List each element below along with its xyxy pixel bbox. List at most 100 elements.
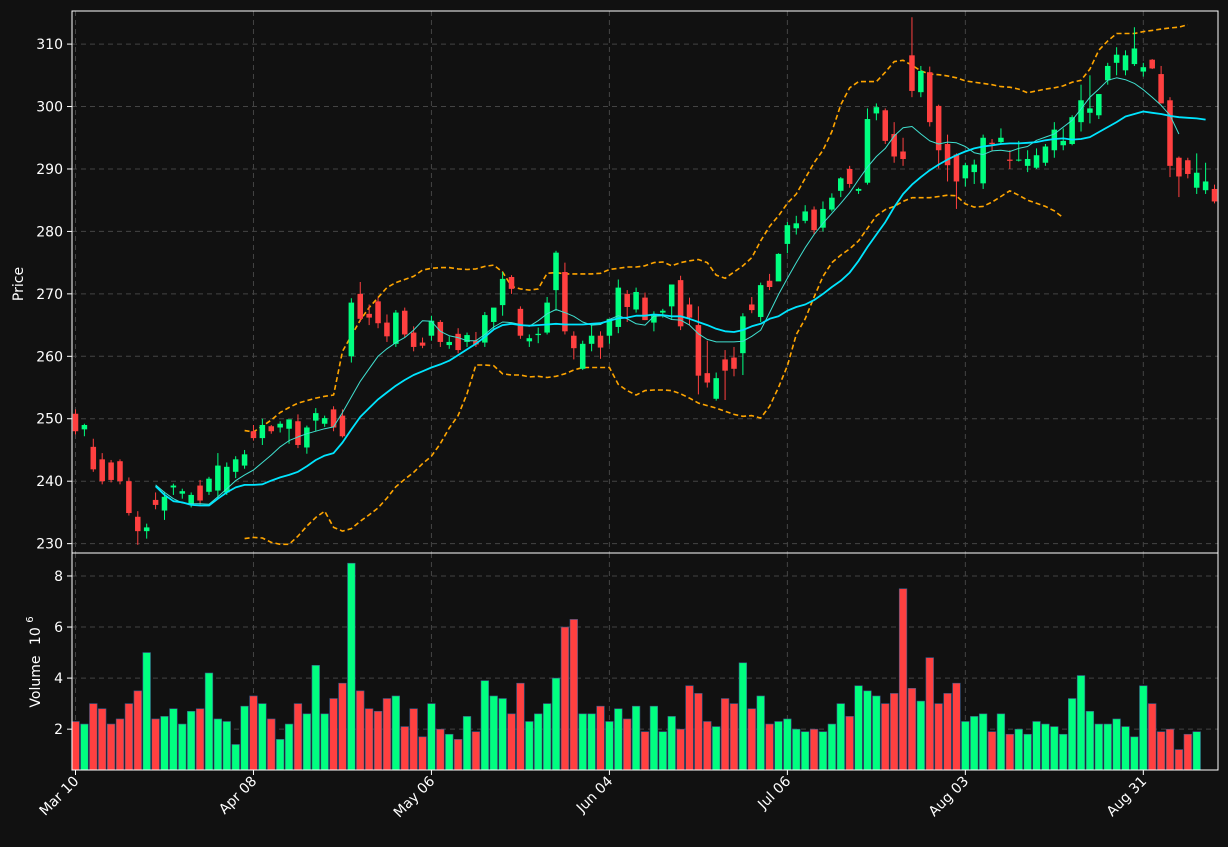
candle-down <box>686 304 693 318</box>
candle-up <box>757 285 764 317</box>
volume-bar-up <box>996 713 1006 771</box>
candle-up <box>660 310 666 313</box>
candle-down <box>419 342 426 346</box>
volume-bar-up <box>525 721 534 771</box>
volume-axis-label: Volume 10 6 <box>25 616 44 707</box>
candle-down <box>455 333 461 351</box>
volume-bar-up <box>347 562 356 771</box>
volume-bar-up <box>872 695 881 771</box>
volume-bar-up <box>605 721 614 771</box>
volume-bar-up <box>1067 698 1077 771</box>
candle-up <box>1140 67 1147 72</box>
volume-bar-up <box>916 700 925 771</box>
candle-up <box>446 341 452 346</box>
volume-bar-up <box>1023 733 1032 771</box>
candle-down <box>562 272 568 332</box>
candle-down <box>410 332 417 347</box>
volume-bar-down <box>400 726 409 771</box>
volume-bar-down <box>694 693 703 771</box>
fast-moving-average-line <box>155 77 1180 505</box>
volume-bar-up <box>578 713 587 771</box>
volume-bar-down <box>943 693 952 771</box>
candle-down <box>99 459 105 482</box>
volume-bar-up <box>649 705 659 771</box>
candle-up <box>259 424 266 439</box>
volume-axis: 2 4 6 8 <box>54 569 72 738</box>
candle-down <box>135 516 141 532</box>
price-series-layer <box>72 17 1218 546</box>
candle-up <box>1078 100 1084 123</box>
volume-bar-up <box>961 721 970 771</box>
volume-bar-up <box>863 690 872 771</box>
volume-bar-down <box>454 739 463 771</box>
volume-bar-up <box>738 662 748 771</box>
volume-bar-down <box>890 693 899 771</box>
volume-bar-up <box>204 672 214 771</box>
volume-bar-down <box>898 588 908 771</box>
volume-bar-up <box>427 703 436 771</box>
volume-bar-down <box>623 718 632 771</box>
candle-up <box>918 70 924 93</box>
volume-bar-up <box>1014 728 1023 771</box>
volume-bar-up <box>80 723 89 771</box>
volume-bar-up <box>551 677 561 771</box>
volume-axis-multiplier: 10 <box>28 627 44 645</box>
candle-up <box>206 478 212 492</box>
volume-bar-up <box>160 716 169 771</box>
volume-bar-up <box>667 716 676 771</box>
volume-bar-down <box>106 723 116 771</box>
volume-bar-up <box>213 718 223 771</box>
volume-bar-down <box>71 721 80 771</box>
candle-up <box>606 318 613 336</box>
volume-bar-up <box>489 695 498 771</box>
volume-bar-up <box>311 665 320 771</box>
volume-bar-down <box>89 703 98 771</box>
candle-down <box>1158 74 1164 104</box>
candle-down <box>357 293 364 319</box>
candle-up <box>1069 117 1075 145</box>
volume-bar-up <box>1112 718 1121 771</box>
volume-bar-up <box>462 716 472 771</box>
volume-bar-down <box>685 685 694 771</box>
volume-bar-down <box>409 708 418 771</box>
volume-bar-down <box>1156 731 1166 771</box>
volume-bar-down <box>124 703 134 771</box>
candle-up <box>1033 155 1040 168</box>
volume-bar-down <box>640 731 650 771</box>
candle-down <box>90 446 97 470</box>
volume-bar-up <box>587 713 596 771</box>
volume-bar-up <box>792 728 801 771</box>
candle-up <box>713 378 719 399</box>
volume-bar-down <box>1148 703 1157 771</box>
candle-up <box>651 314 657 323</box>
volume-bar-down <box>115 718 125 771</box>
candle-down <box>1176 157 1182 177</box>
candle-down <box>1211 188 1218 202</box>
candle-down <box>339 415 346 437</box>
volume-bar-down <box>267 718 276 771</box>
volume-bar-down <box>1174 749 1184 771</box>
volume-bar-down <box>516 682 525 771</box>
candle-up <box>188 494 194 505</box>
candle-up <box>668 284 675 307</box>
volume-axis-exponent: 6 <box>25 616 36 622</box>
volume-bar-up <box>498 698 507 771</box>
candle-up <box>535 333 541 336</box>
volume-bar-down <box>436 728 445 771</box>
price-tick-label: 310 <box>36 37 63 53</box>
volume-bar-down <box>195 708 205 771</box>
volume-bar-up <box>712 726 721 771</box>
slow-moving-average-line <box>154 110 1206 507</box>
candle-up <box>179 491 186 494</box>
volume-bar-up <box>1192 731 1201 771</box>
candle-up <box>1096 94 1102 116</box>
volume-bar-down <box>676 728 685 771</box>
candle-down <box>295 421 301 445</box>
candle-down <box>517 308 524 336</box>
volume-bar-down <box>596 705 605 771</box>
candle-up <box>170 485 177 488</box>
candle-down <box>882 110 889 141</box>
candle-up <box>838 178 844 191</box>
